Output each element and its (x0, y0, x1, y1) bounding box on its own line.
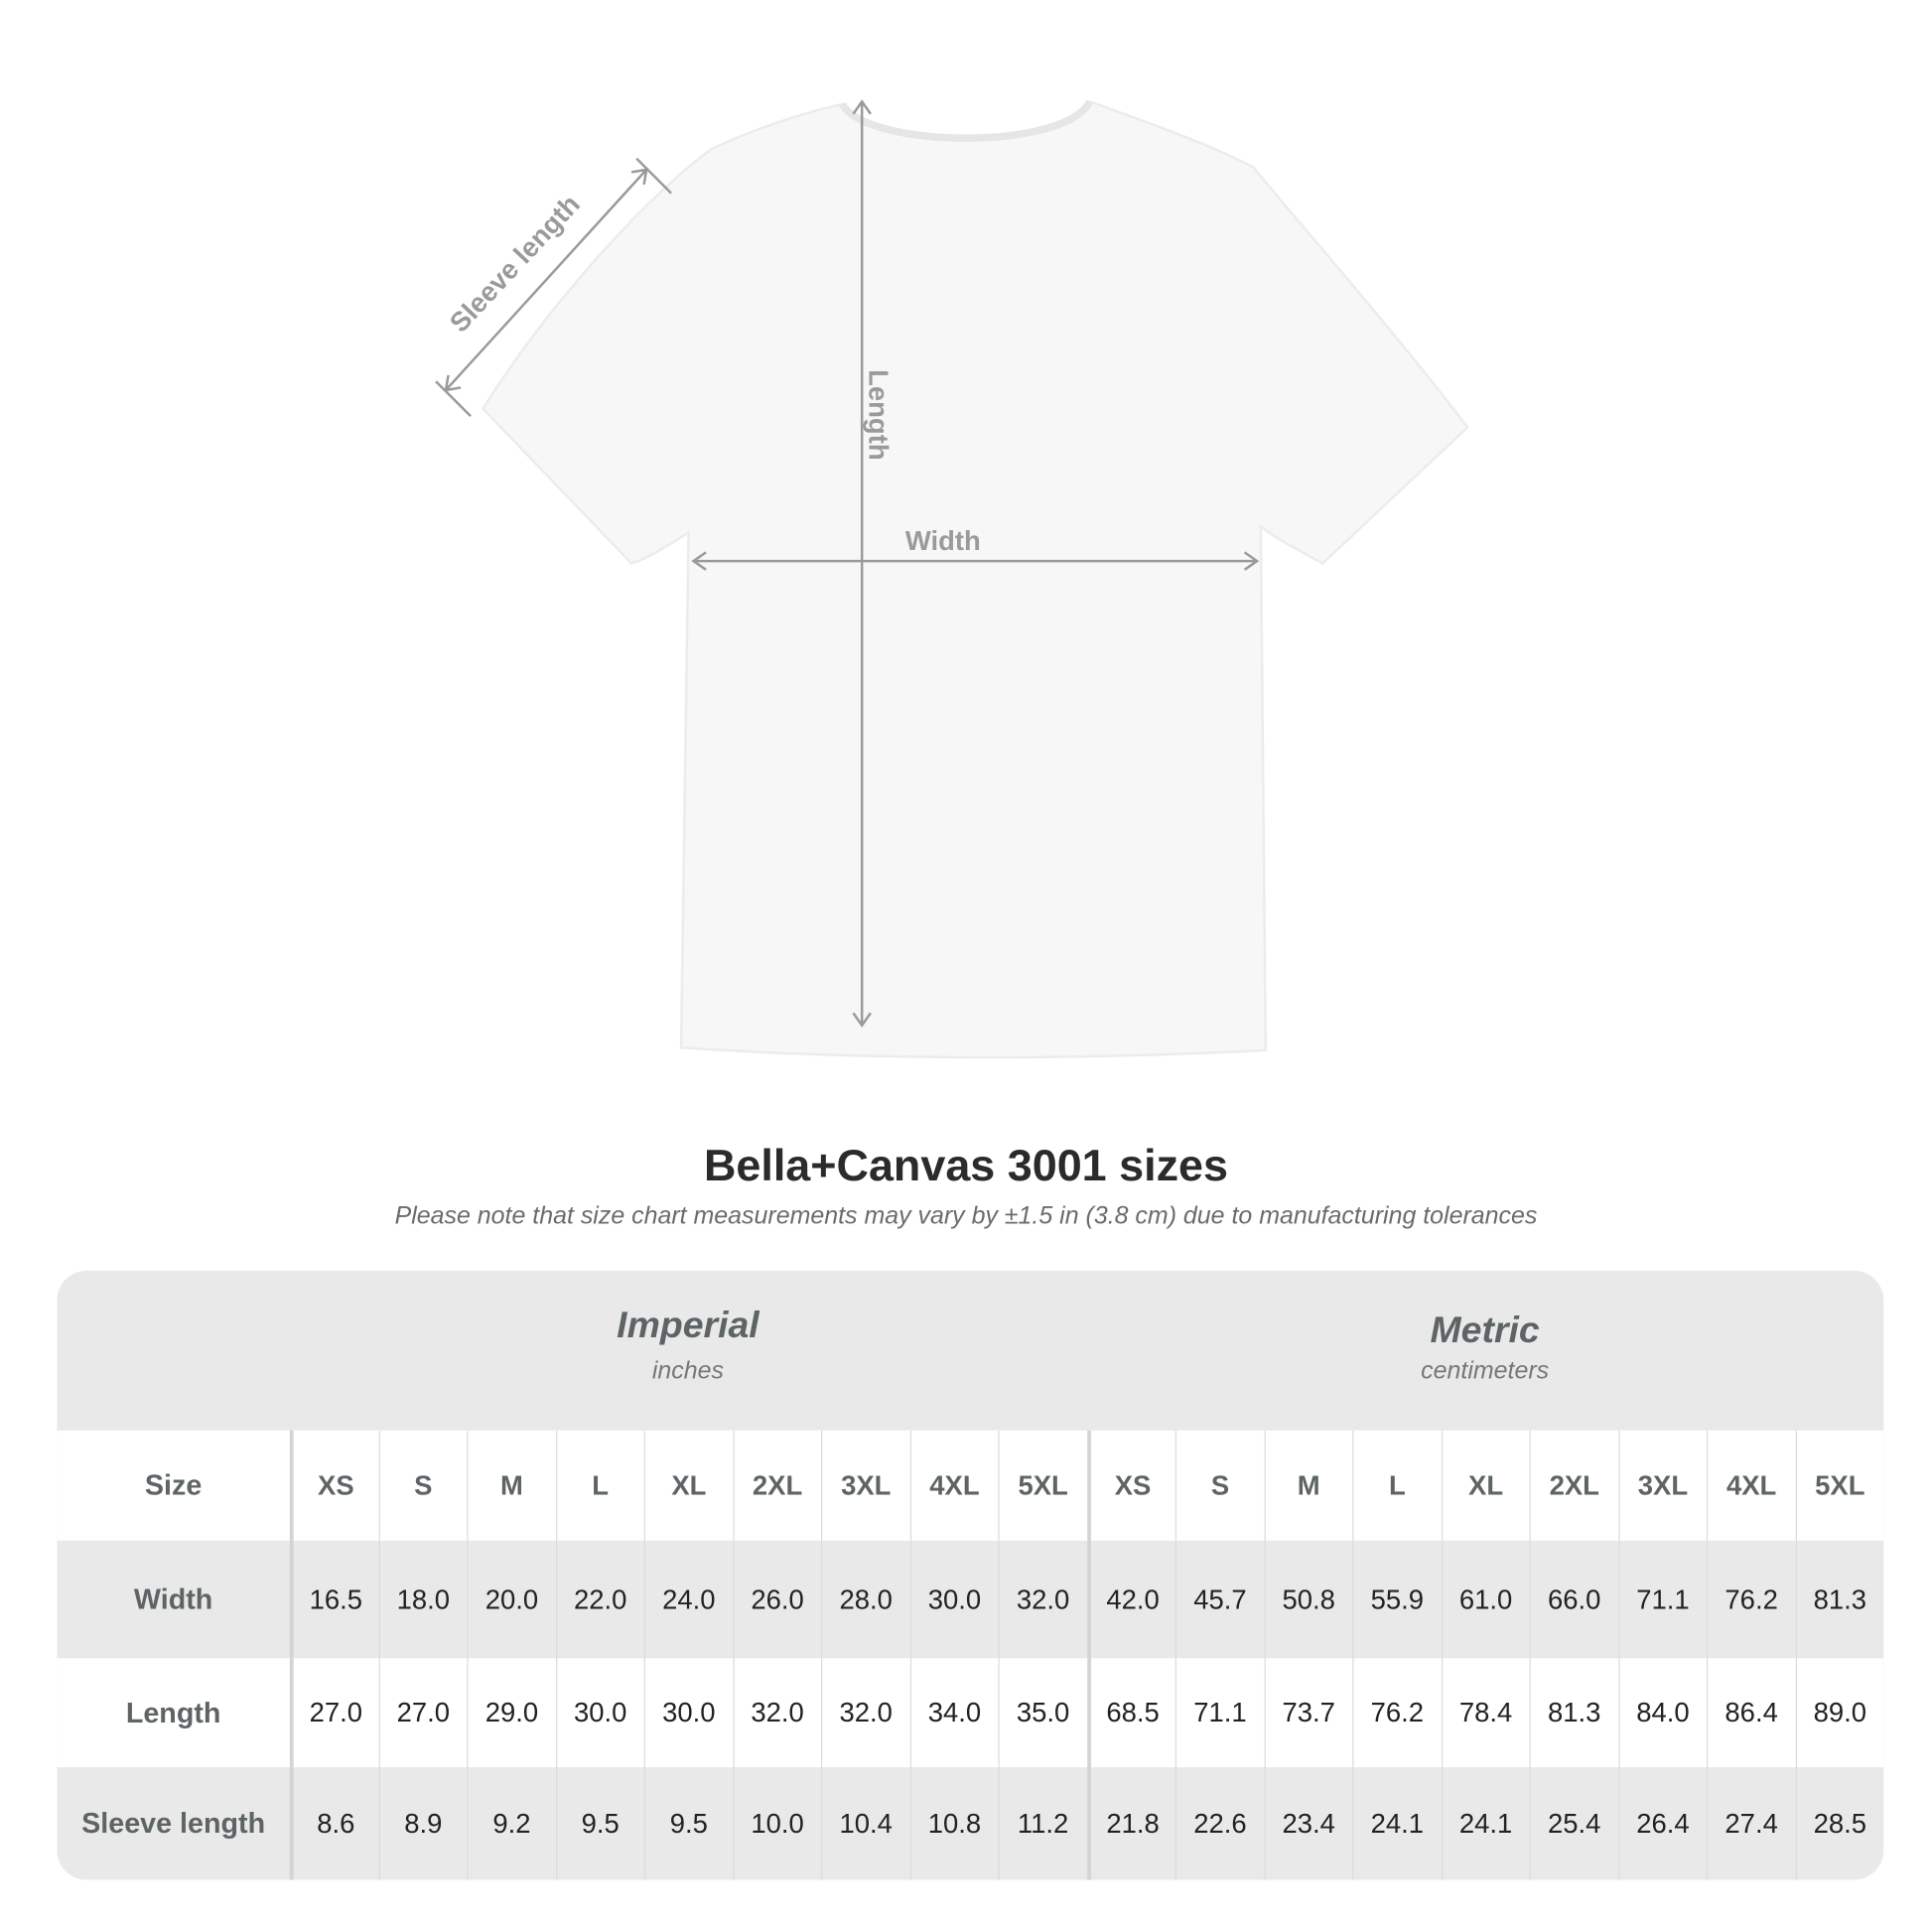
metric-value-cell: 42.0 (1086, 1540, 1175, 1659)
table-row: Length 27.0 27.0 29.0 30.0 30.0 32.0 32.0 34.0 35… (57, 1658, 1884, 1768)
imperial-size-header: 4XL (909, 1430, 998, 1541)
imperial-size-header: XS (289, 1430, 378, 1541)
imperial-value-cell: 24.0 (643, 1540, 733, 1659)
imperial-value-cell: 32.0 (821, 1658, 909, 1768)
imperial-value-cell: 35.0 (998, 1658, 1086, 1768)
metric-size-header: L (1352, 1430, 1441, 1541)
metric-size-header: 5XL (1795, 1430, 1883, 1541)
size-table: Imperial inches Metric centimeters Size X… (57, 1270, 1884, 1880)
metric-unit: centimeters (1421, 1357, 1550, 1385)
imperial-size-header: M (467, 1430, 555, 1541)
metric-value-cell: 76.2 (1352, 1658, 1441, 1768)
metric-size-header: S (1174, 1430, 1264, 1541)
metric-title: Metric (1430, 1310, 1540, 1351)
imperial-size-header: 3XL (821, 1430, 909, 1541)
imperial-size-header: 5XL (998, 1430, 1086, 1541)
imperial-value-cell: 30.0 (555, 1658, 643, 1768)
imperial-value-cell: 22.0 (555, 1540, 643, 1659)
imperial-unit: inches (651, 1357, 724, 1385)
metric-value-cell: 23.4 (1263, 1767, 1352, 1880)
chart-title: Bella+Canvas 3001 sizes (703, 1139, 1228, 1190)
metric-value-cell: 86.4 (1706, 1658, 1795, 1768)
imperial-value-cell: 30.0 (909, 1540, 998, 1659)
metric-value-cell: 55.9 (1352, 1540, 1441, 1659)
metric-value-cell: 73.7 (1263, 1658, 1352, 1768)
imperial-value-cell: 34.0 (909, 1658, 998, 1768)
length-label: Length (863, 369, 895, 461)
imperial-value-cell: 29.0 (467, 1658, 555, 1768)
metric-value-cell: 26.4 (1617, 1767, 1707, 1880)
metric-size-header: XL (1441, 1430, 1529, 1541)
imperial-value-cell: 28.0 (821, 1540, 909, 1659)
metric-value-cell: 89.0 (1795, 1658, 1883, 1768)
sleeve-arrow (445, 169, 648, 391)
imperial-value-cell: 27.0 (289, 1658, 378, 1768)
imperial-value-cell: 10.4 (821, 1767, 909, 1880)
imperial-value-cell: 8.9 (378, 1767, 467, 1880)
imperial-size-header: S (378, 1430, 467, 1541)
size-header-row: Size XS S M L XL 2XL 3XL 4XL 5XL XS S M L XL 2XL 3XL 4XL 5… (57, 1430, 1884, 1541)
metric-group-header: Metric centimeters (1086, 1271, 1883, 1431)
row-label: Sleeve length (81, 1806, 266, 1840)
metric-value-cell: 25.4 (1529, 1767, 1618, 1880)
imperial-value-cell: 30.0 (643, 1658, 733, 1768)
metric-value-cell: 66.0 (1529, 1540, 1618, 1659)
imperial-value-cell: 20.0 (467, 1540, 555, 1659)
metric-value-cell: 84.0 (1617, 1658, 1707, 1768)
width-label: Width (904, 524, 981, 557)
metric-value-cell: 50.8 (1263, 1540, 1352, 1659)
metric-value-cell: 78.4 (1441, 1658, 1529, 1768)
tshirt-image (481, 99, 1469, 1059)
imperial-value-cell: 18.0 (378, 1540, 467, 1659)
metric-value-cell: 22.6 (1174, 1767, 1264, 1880)
imperial-size-header: L (555, 1430, 643, 1541)
table-row: Width 16.5 18.0 20.0 22.0 24.0 26.0 28.0 30.0 32.… (57, 1540, 1883, 1659)
metric-value-cell: 45.7 (1174, 1540, 1264, 1659)
imperial-value-cell: 16.5 (289, 1540, 378, 1659)
measure-arrows (435, 99, 1260, 1029)
row-label: Width (133, 1583, 213, 1615)
metric-value-cell: 24.1 (1441, 1767, 1529, 1880)
imperial-value-cell: 9.5 (643, 1767, 733, 1880)
metric-size-header: 4XL (1706, 1430, 1795, 1541)
imperial-value-cell: 11.2 (998, 1767, 1086, 1880)
imperial-value-cell: 9.5 (555, 1767, 643, 1880)
metric-value-cell: 81.3 (1795, 1540, 1883, 1659)
imperial-size-header: 2XL (732, 1430, 821, 1541)
imperial-value-cell: 10.8 (909, 1767, 998, 1880)
imperial-value-cell: 26.0 (732, 1540, 821, 1659)
imperial-value-cell: 32.0 (732, 1658, 821, 1768)
metric-value-cell: 27.4 (1706, 1767, 1795, 1880)
imperial-value-cell: 9.2 (467, 1767, 555, 1880)
row-label: Length (125, 1696, 221, 1728)
metric-value-cell: 71.1 (1174, 1658, 1264, 1768)
metric-size-header: XS (1086, 1430, 1175, 1541)
metric-size-header: 3XL (1617, 1430, 1707, 1541)
size-label: Size (144, 1468, 203, 1501)
metric-value-cell: 61.0 (1441, 1540, 1529, 1659)
imperial-value-cell: 8.6 (289, 1767, 378, 1880)
metric-value-cell: 71.1 (1617, 1540, 1707, 1659)
imperial-size-header: XL (643, 1430, 733, 1541)
imperial-value-cell: 27.0 (378, 1658, 467, 1768)
tshirt-diagram (435, 99, 1469, 1059)
metric-size-header: M (1263, 1430, 1352, 1541)
metric-value-cell: 81.3 (1529, 1658, 1618, 1768)
imperial-value-cell: 32.0 (998, 1540, 1086, 1659)
metric-value-cell: 76.2 (1706, 1540, 1795, 1659)
metric-value-cell: 28.5 (1795, 1767, 1883, 1880)
metric-size-header: 2XL (1529, 1430, 1618, 1541)
tolerance-note: Please note that size chart measurements… (394, 1202, 1538, 1230)
imperial-value-cell: 10.0 (732, 1767, 821, 1880)
metric-value-cell: 68.5 (1086, 1658, 1175, 1768)
metric-value-cell: 21.8 (1086, 1767, 1175, 1880)
imperial-group-header: Imperial inches (290, 1271, 1086, 1431)
metric-value-cell: 24.1 (1352, 1767, 1441, 1880)
imperial-title: Imperial (617, 1305, 759, 1346)
table-row: Sleeve length 8.6 8.9 9.2 9.5 9.5 10.0 10.4 10.8… (57, 1767, 1883, 1880)
